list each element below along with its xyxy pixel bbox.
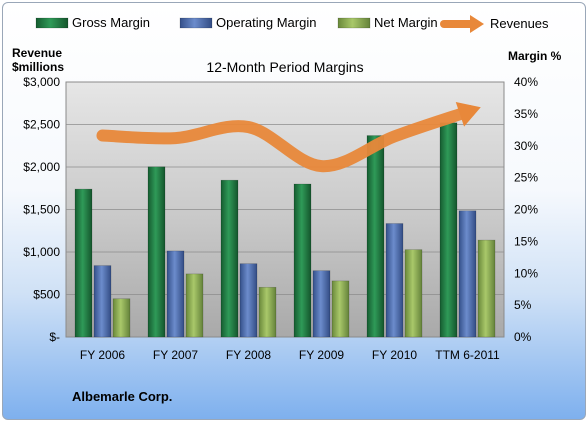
legend-swatch-gross-margin	[35, 17, 69, 29]
bar-net-margin	[331, 280, 350, 338]
bar-operating-margin	[93, 265, 112, 338]
left-tick-label: $3,000	[23, 75, 60, 89]
category-label: FY 2010	[372, 348, 417, 362]
bar-net-margin	[185, 273, 204, 338]
right-tick-label: 20%	[514, 203, 538, 217]
bar-operating-margin	[166, 250, 185, 338]
left-tick-label: $1,000	[23, 245, 60, 259]
right-tick-label: 35%	[514, 107, 538, 121]
chart-title: 12-Month Period Margins	[206, 59, 363, 75]
left-tick-label: $1,500	[23, 203, 60, 217]
legend-label: Net Margin	[374, 15, 438, 30]
legend-label: Operating Margin	[216, 15, 316, 30]
bar-gross-margin	[74, 188, 93, 338]
bar-operating-margin	[385, 223, 404, 338]
bar-net-margin	[112, 298, 131, 338]
bar-gross-margin	[439, 122, 458, 338]
bar-gross-margin	[220, 179, 239, 338]
company-name: Albemarle Corp.	[72, 389, 172, 404]
bar-net-margin	[258, 286, 277, 338]
bar-operating-margin	[239, 263, 258, 338]
category-label: TTM 6-2011	[435, 348, 500, 362]
right-tick-label: 5%	[514, 298, 532, 312]
legend-arrowhead	[470, 15, 484, 33]
right-axis-label: Margin %	[508, 49, 562, 63]
bar-operating-margin	[458, 210, 477, 338]
right-tick-label: 40%	[514, 75, 538, 89]
left-axis-label: Revenue	[12, 46, 62, 60]
category-label: FY 2007	[153, 348, 198, 362]
bar-gross-margin	[293, 183, 312, 338]
bar-operating-margin	[312, 270, 331, 338]
left-tick-label: $-	[49, 330, 60, 344]
right-tick-label: 10%	[514, 266, 538, 280]
left-axis-label-unit: $millions	[12, 60, 64, 74]
legend-swatch-net-margin	[337, 17, 371, 29]
legend-swatch-operating-margin	[179, 17, 213, 29]
category-label: FY 2006	[80, 348, 125, 362]
legend-label: Revenues	[490, 16, 549, 31]
right-tick-label: 30%	[514, 139, 538, 153]
revenues-line	[96, 105, 476, 173]
bar-gross-margin	[147, 166, 166, 338]
right-tick-label: 0%	[514, 330, 532, 344]
left-tick-label: $2,000	[23, 160, 60, 174]
left-tick-label: $500	[33, 288, 60, 302]
right-tick-label: 15%	[514, 234, 538, 248]
bar-gross-margin	[366, 135, 385, 338]
category-label: FY 2008	[226, 348, 271, 362]
bar-net-margin	[404, 249, 423, 338]
right-tick-label: 25%	[514, 171, 538, 185]
category-label: FY 2009	[299, 348, 344, 362]
legend-label: Gross Margin	[72, 15, 150, 30]
bar-net-margin	[477, 239, 496, 338]
revenues-arrowhead	[455, 101, 481, 127]
left-tick-label: $2,500	[23, 118, 60, 132]
